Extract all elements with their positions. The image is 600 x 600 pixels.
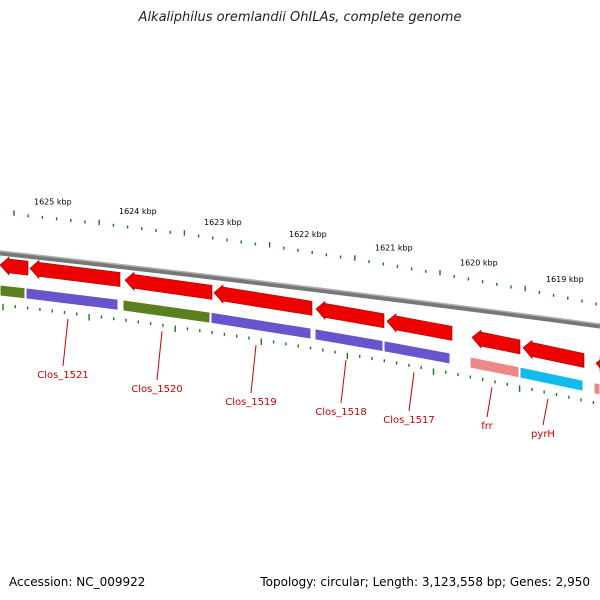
gene-arrow (522, 339, 585, 368)
scale-labels: 1625 kbp 1624 kbp 1623 kbp 1622 kbp 1621 kbp… (34, 197, 584, 283)
gene-arrow (0, 256, 29, 276)
scale-label: 1619 kbp (546, 275, 584, 284)
gene-band (383, 340, 451, 365)
gene-callout-line (62, 318, 69, 367)
scale-ticks-bottom (2, 303, 595, 405)
gene-callout-line (542, 398, 549, 426)
gene-callout-line (250, 345, 257, 394)
gene-callout-line (408, 372, 415, 412)
gene-band (210, 311, 312, 340)
gene-arrow (124, 271, 213, 300)
scale-label: 1622 kbp (289, 230, 327, 239)
gene-callout-line (486, 387, 493, 418)
gene-label: Clos_1520 (131, 384, 183, 395)
gene-band (314, 328, 384, 353)
gene-arrow (29, 259, 121, 287)
gene-label: Clos_1518 (315, 407, 367, 418)
gene-arrow (213, 284, 313, 316)
gene-band (25, 287, 119, 311)
scale-ticks-top (13, 210, 597, 306)
gene-label: Clos_1517 (383, 415, 435, 426)
accession-text: Accession: NC_009922 (9, 575, 146, 589)
gene-band (519, 366, 584, 392)
genome-summary-text: Topology: circular; Length: 3,123,558 bp… (260, 575, 590, 589)
backbone (0, 250, 600, 329)
gene-label: pyrH (531, 429, 555, 440)
gene-band-partial (0, 284, 26, 300)
gene-arrows (0, 256, 600, 372)
gene-band (469, 356, 520, 379)
scale-label: 1625 kbp (34, 197, 72, 206)
gene-callouts: Clos_1521 Clos_1520 Clos_1519 Clos_1518 Clos… (37, 318, 555, 440)
gene-label: Clos_1521 (37, 370, 89, 381)
page-title: Alkaliphilus oremlandii OhILAs, complete… (138, 10, 462, 25)
gene-arrow (386, 313, 453, 341)
gene-arrow (471, 329, 521, 355)
gene-band-partial (593, 382, 600, 396)
gene-bands (0, 284, 600, 396)
gene-label: frr (481, 421, 493, 432)
gene-callout-line (340, 359, 347, 404)
gene-label: Clos_1519 (225, 397, 277, 408)
gene-band (122, 299, 211, 324)
scale-label: 1621 kbp (375, 244, 413, 253)
gene-arrow (595, 356, 600, 372)
gene-callout-line (156, 331, 163, 381)
gene-arrow (315, 300, 385, 329)
scale-label: 1623 kbp (204, 218, 242, 227)
scale-label: 1624 kbp (119, 207, 157, 216)
scale-label: 1620 kbp (460, 258, 498, 267)
